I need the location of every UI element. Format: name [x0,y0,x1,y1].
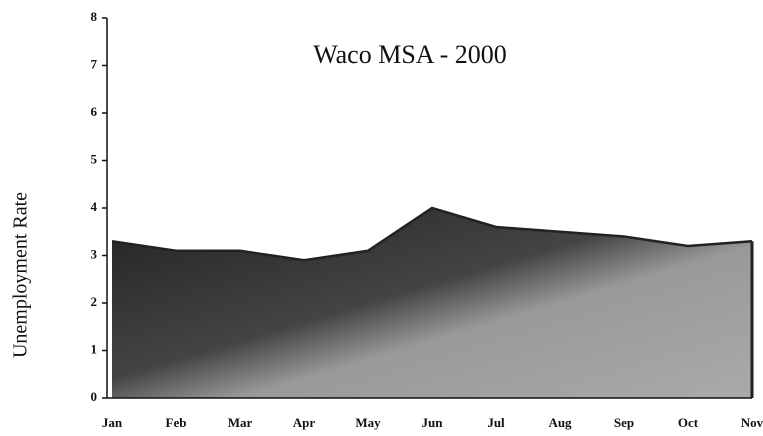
chart-title: Waco MSA - 2000 [313,40,507,69]
x-tick-label: Jul [487,415,505,430]
x-tick-label: Feb [166,415,187,430]
area-edge [111,206,753,262]
x-tick-label: Mar [228,415,253,430]
y-tick-label: 0 [91,389,98,404]
x-tick-label: Nov [741,415,763,430]
x-tick-label: May [355,415,381,430]
x-tick-label: Jan [102,415,123,430]
y-tick-label: 7 [91,56,98,71]
y-axis-label: Unemployment Rate [10,192,32,358]
x-tick-label: Apr [293,415,316,430]
x-tick-label: Sep [614,415,634,430]
x-tick-label: Oct [678,415,699,430]
y-tick-label: 5 [91,151,98,166]
x-tick-label: Jun [422,415,444,430]
y-tick-label: 2 [91,294,98,309]
y-tick-label: 6 [91,104,98,119]
y-tick-label: 3 [91,246,98,261]
x-tick-label: Aug [548,415,572,430]
y-tick-label: 4 [91,199,98,214]
y-tick-label: 8 [91,9,98,24]
area [112,208,752,398]
y-tick-label: 1 [91,341,98,356]
